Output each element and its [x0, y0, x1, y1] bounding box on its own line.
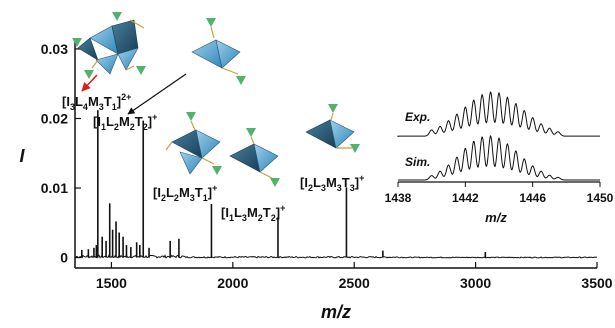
inset-sim-label: Sim. [405, 155, 430, 169]
inset-x-tick-label-3: 1450 [587, 191, 614, 205]
inset-exp-label: Exp. [405, 110, 430, 124]
inset-x-axis-title: m/z [485, 210, 507, 225]
cage-structure-i1l2m2t2 [191, 18, 246, 85]
main-x-tick-label-3: 3000 [460, 275, 491, 291]
annotation-i2l2m3t1: [I2L2M3T1]+ [153, 183, 217, 203]
main-x-tick-label-2: 2500 [339, 275, 370, 291]
cage-structure-i2l3m3t3 [305, 104, 360, 153]
annotation-i1l3m2t2: [I1L3M2T2]+ [221, 203, 285, 223]
inset-x-tick-label-0: 1438 [385, 191, 412, 205]
black-arrow [127, 73, 187, 115]
main-x-ticks: 1500 2000 2500 3000 3500 [96, 262, 613, 291]
annotation-i1l2m2t2: [I1L2M2T2]+ [93, 112, 157, 132]
main-x-axis-title: m/z [321, 302, 351, 322]
main-y-tick-label-1: 0.01 [41, 180, 68, 196]
inset-exp-trace [397, 91, 600, 137]
annotation-i3l4m3t1: [I3L4M3T1]2+ [62, 92, 131, 112]
main-y-axis-title: I [19, 146, 25, 166]
main-x-tick-label-0: 1500 [96, 275, 127, 291]
red-arrow [81, 74, 98, 92]
cage-structure-i3l4m3t1 [72, 12, 146, 79]
main-x-tick-label-4: 3500 [581, 275, 612, 291]
cage-structure-i1l3m2t2 [229, 128, 280, 187]
isotope-inset: 1438 1442 1446 1450 Exp. Sim. m/z [385, 91, 614, 225]
inset-x-tick-label-1: 1442 [452, 191, 479, 205]
inset-x-ticks: 1438 1442 1446 1450 [385, 182, 614, 205]
spectrum-peaks [80, 110, 487, 258]
main-y-tick-label-2: 0.02 [41, 110, 68, 126]
annotation-i2l3m3t3: [I2L3M3T3]+ [300, 173, 364, 193]
inset-sim-trace [398, 134, 600, 181]
peak-annotations: [I3L4M3T1]2+ [I1L2M2T2]+ [I2L2M3T1]+ [I1… [62, 92, 364, 223]
inset-x-tick-label-2: 1446 [519, 191, 546, 205]
main-y-tick-label-0: 0 [60, 250, 68, 266]
main-x-tick-label-1: 2000 [217, 275, 248, 291]
cage-structure-i2l2m3t1 [165, 112, 222, 175]
spectrum-trace [75, 254, 598, 259]
main-y-tick-label-3: 0.03 [41, 41, 68, 57]
